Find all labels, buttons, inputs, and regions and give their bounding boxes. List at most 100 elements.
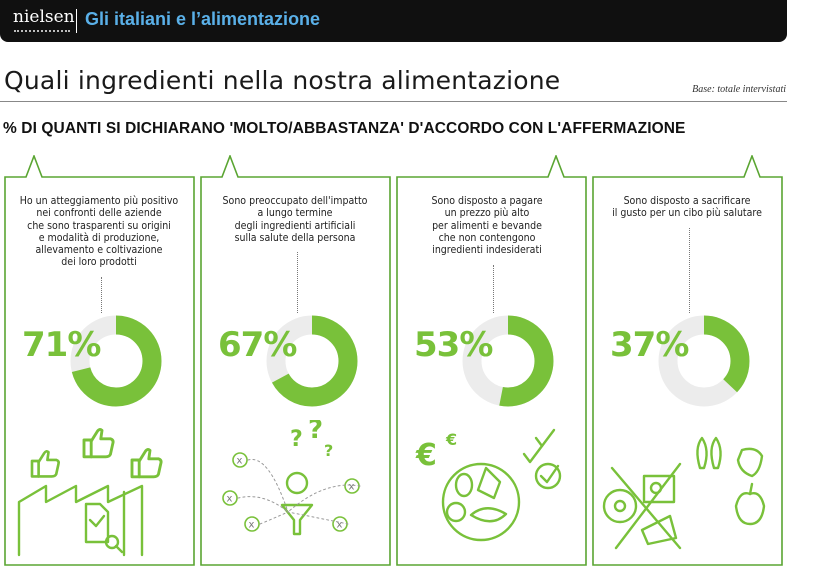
magnifier-icon xyxy=(104,534,120,550)
person-question-filter-icon: ? ?? x x x x x xyxy=(222,420,361,536)
percentage-label: 37% xyxy=(610,325,689,365)
euro-icon: € xyxy=(445,430,457,449)
statement-line: Sono disposto a pagare xyxy=(431,195,543,207)
base-note: Base: totale intervistati xyxy=(692,84,786,95)
header-title: Gli italiani e l’alimentazione xyxy=(85,9,321,29)
statement-line: il gusto per un cibo più salutare xyxy=(612,207,762,220)
statement-line: che sono trasparenti su origini xyxy=(27,219,171,232)
percentage-label: 53% xyxy=(414,325,493,365)
percentage-label: 71% xyxy=(22,325,101,365)
statement-line: per alimenti e bevande xyxy=(432,219,542,232)
leader-line xyxy=(101,276,102,313)
funnel-icon xyxy=(280,503,314,536)
title-divider xyxy=(0,101,787,102)
cheese-icon xyxy=(640,514,678,546)
donut-chart xyxy=(462,315,554,407)
statement-line: Sono preoccupato dell'impatto xyxy=(222,195,368,207)
panel-2: Sono preoccupato dell'impatto a lungo ter… xyxy=(200,155,391,566)
statement-line: Sono disposto a sacrificare xyxy=(623,195,751,207)
statement-line: che non contengono xyxy=(438,231,536,244)
brand-logo-dots xyxy=(14,30,70,34)
x-circle-icon xyxy=(222,490,238,506)
meat-icon xyxy=(642,474,676,504)
check-icon xyxy=(534,428,556,448)
magnifier-handle xyxy=(114,544,124,554)
leader-line xyxy=(297,252,298,313)
euro-icon: € xyxy=(415,438,437,473)
donut-chart xyxy=(70,315,162,407)
statement-line: Ho un atteggiamento più positivo xyxy=(19,195,179,207)
page-title: Quali ingredienti nella nostra alimentaz… xyxy=(4,66,561,95)
x-mark: x xyxy=(237,456,243,467)
leader-line xyxy=(689,227,690,313)
statement-line: ingredienti indesiderati xyxy=(432,244,542,257)
x-circle-icon xyxy=(244,516,260,532)
check-icon xyxy=(522,444,544,464)
statement-text: Sono preoccupato dell'impatto a lungo ter… xyxy=(208,195,382,244)
x-mark: x xyxy=(337,520,343,531)
wheat-icon xyxy=(696,436,708,470)
wheat-icon xyxy=(710,436,722,470)
pepper-stem xyxy=(748,482,754,496)
dotted-connector xyxy=(237,496,289,513)
crossed-junkfood-healthy-food-icon xyxy=(602,436,766,550)
statement-line: degli ingredienti artificiali xyxy=(234,219,356,232)
dotted-connector xyxy=(247,458,289,513)
document-icon xyxy=(84,502,110,544)
dotted-connector xyxy=(287,511,349,525)
statement-line: sulla salute della persona xyxy=(234,231,356,244)
statement-line: dei loro prodotti xyxy=(61,256,137,269)
header-divider xyxy=(76,9,77,33)
globe-icon xyxy=(441,462,521,542)
panel-4: Sono disposto a sacrificare il gusto per … xyxy=(592,155,783,566)
panel-3: Sono disposto a pagare un prezzo più alto… xyxy=(396,155,587,566)
check-icon xyxy=(88,514,106,528)
x-mark: x xyxy=(349,482,355,493)
apple-icon xyxy=(445,501,467,523)
statement-line: nei confronti delle aziende xyxy=(36,207,162,220)
dotted-connector xyxy=(287,484,361,513)
fish-icon xyxy=(469,507,508,523)
cross-line xyxy=(614,462,682,550)
panel-frame xyxy=(4,155,195,566)
leader-line xyxy=(493,264,494,313)
pepper-icon xyxy=(734,492,766,526)
statement-line: un prezzo più alto xyxy=(444,207,530,220)
donut-value-arc xyxy=(462,315,554,407)
header-bar: nielsen Gli italiani e l’alimentazione xyxy=(0,0,787,42)
question-mark-icon: ? xyxy=(290,427,303,452)
brand-logo: nielsen xyxy=(13,7,75,27)
donut-value-arc xyxy=(658,315,750,407)
thumbs-up-icon xyxy=(130,448,163,479)
panel-frame xyxy=(592,155,783,566)
question-heading: % DI QUANTI SI DICHIARANO 'MOLTO/ABBASTA… xyxy=(3,120,686,137)
thumbs-up-icon xyxy=(30,450,60,478)
drop-icon xyxy=(454,472,474,498)
strawberry-icon xyxy=(736,447,764,478)
x-mark: x xyxy=(249,520,255,531)
donut-food-icon xyxy=(602,488,638,524)
donut-chart xyxy=(658,315,750,407)
thumbs-up-icon xyxy=(82,428,115,459)
question-mark-icon: ? xyxy=(308,420,323,445)
statement-text: Sono disposto a sacrificare il gusto per … xyxy=(600,195,774,220)
donut-value-arc xyxy=(266,315,358,407)
statement-text: Ho un atteggiamento più positivo nei conf… xyxy=(12,195,186,269)
percentage-label: 67% xyxy=(218,325,297,365)
panel-1: Ho un atteggiamento più positivo nei conf… xyxy=(4,155,195,566)
donut-hole xyxy=(613,499,627,513)
panel-frame xyxy=(200,155,391,566)
dotted-connector xyxy=(259,511,289,525)
x-circle-icon xyxy=(232,452,248,468)
statement-line: e modalità di produzione, xyxy=(38,231,160,244)
donut-value-arc xyxy=(70,315,162,407)
donut-chart xyxy=(266,315,358,407)
question-mark-icon: ? xyxy=(324,441,333,460)
person-head xyxy=(285,471,309,495)
statement-line: allevamento e coltivazione xyxy=(35,244,163,257)
statement-line: a lungo termine xyxy=(257,207,333,220)
check-icon xyxy=(539,464,560,484)
factory-thumbs-up-icon xyxy=(17,428,163,557)
statement-text: Sono disposto a pagare un prezzo più alto… xyxy=(400,195,574,256)
euro-food-checkmarks-icon: € € xyxy=(415,428,562,542)
